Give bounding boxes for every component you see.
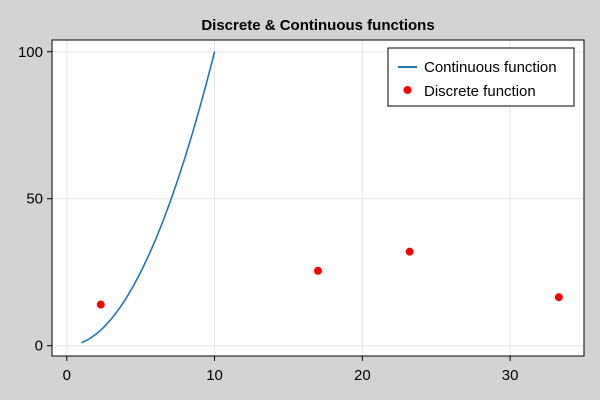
series-line-continuous	[81, 51, 216, 344]
legend-label-discrete: Discrete function	[424, 83, 536, 100]
data-point-discrete	[405, 247, 414, 256]
chart-title: Discrete & Continuous functions	[201, 17, 434, 34]
plot-frame	[51, 39, 585, 357]
x-tick-label: 20	[354, 367, 371, 384]
legend: Continuous function Discrete function	[387, 47, 575, 107]
y-tick-label: 100	[18, 44, 43, 61]
y-tick-label: 50	[26, 191, 43, 208]
series-layer	[81, 51, 563, 344]
legend-box	[387, 47, 575, 107]
data-point-discrete	[96, 300, 105, 309]
x-tick-label: 0	[63, 367, 71, 384]
data-point-discrete	[314, 266, 322, 275]
axes: 0 10 20 30 0 50 100	[18, 44, 518, 384]
legend-marker-swatch	[403, 86, 412, 94]
x-tick-label: 30	[502, 367, 519, 384]
y-tick-label: 0	[35, 338, 43, 355]
x-tick-label: 10	[206, 367, 223, 384]
legend-label-continuous: Continuous function	[424, 59, 557, 76]
data-point-discrete	[554, 293, 563, 302]
